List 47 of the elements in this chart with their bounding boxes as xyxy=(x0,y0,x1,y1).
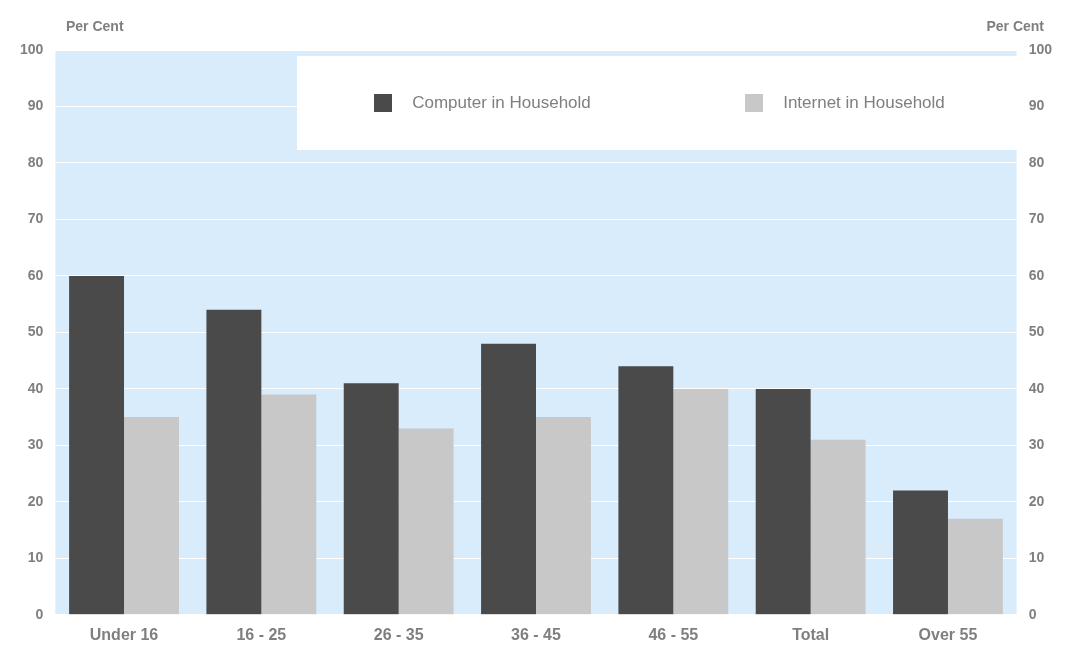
bar xyxy=(618,366,674,615)
y2-axis-title: Per Cent xyxy=(986,17,1045,34)
bar xyxy=(893,490,948,615)
x-tick-label: Over 55 xyxy=(918,625,978,643)
bar xyxy=(481,343,536,615)
y-tick-label: 50 xyxy=(27,323,44,340)
y-tick-label: 90 xyxy=(27,97,44,114)
y2-tick-label: 30 xyxy=(1028,436,1045,453)
bar xyxy=(398,428,454,615)
y2-tick-label: 50 xyxy=(1028,323,1045,340)
y2-tick-label: 80 xyxy=(1028,153,1045,170)
x-tick-label: Total xyxy=(792,625,830,643)
y2-tick-label: 40 xyxy=(1028,379,1045,396)
y-tick-label: 30 xyxy=(27,436,44,453)
y-tick-label: 80 xyxy=(27,153,44,170)
y-axis-title: Per Cent xyxy=(66,17,124,34)
bar xyxy=(755,388,811,615)
bar xyxy=(343,383,399,615)
legend-label: Computer in Household xyxy=(412,93,591,113)
y2-tick-label: 70 xyxy=(1028,210,1045,227)
y2-tick-label: 90 xyxy=(1028,97,1045,114)
bar xyxy=(536,417,591,615)
bar xyxy=(673,388,729,615)
x-tick-label: 46 - 55 xyxy=(648,625,699,643)
bar xyxy=(124,417,179,615)
y-tick-label: 70 xyxy=(27,210,44,227)
y-tick-label: 10 xyxy=(27,549,44,566)
legend-label: Internet in Household xyxy=(783,93,945,113)
y-tick-label: 0 xyxy=(35,605,44,622)
x-tick-label: Under 16 xyxy=(89,625,159,643)
y2-tick-label: 100 xyxy=(1028,40,1053,57)
bar xyxy=(261,394,317,615)
y2-tick-label: 20 xyxy=(1028,492,1045,509)
y-tick-label: 60 xyxy=(27,266,44,283)
bar xyxy=(206,309,262,615)
y-tick-label: 40 xyxy=(27,379,44,396)
x-tick-label: 16 - 25 xyxy=(236,625,287,643)
x-tick-label: 26 - 35 xyxy=(373,625,424,643)
bar xyxy=(810,439,866,615)
y2-tick-label: 10 xyxy=(1028,549,1045,566)
bar xyxy=(69,275,125,615)
bar xyxy=(947,518,1003,615)
y-tick-label: 100 xyxy=(20,40,44,57)
y-tick-label: 20 xyxy=(27,492,44,509)
y2-tick-label: 0 xyxy=(1028,605,1037,622)
y2-tick-label: 60 xyxy=(1028,266,1045,283)
x-tick-label: 36 - 45 xyxy=(511,625,562,643)
